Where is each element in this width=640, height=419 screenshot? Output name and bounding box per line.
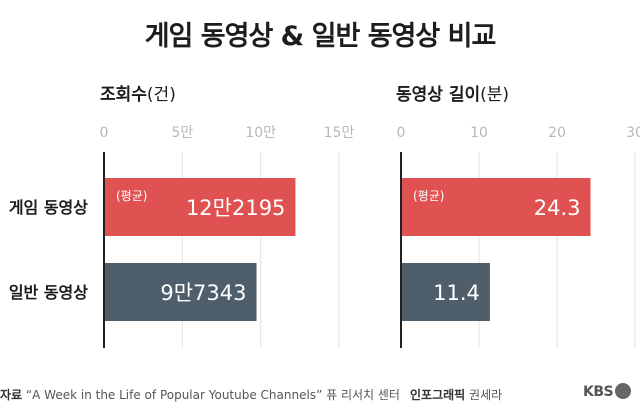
bar — [104, 178, 296, 236]
logo-text: KBS — [583, 384, 614, 400]
x-tick-label: 10만 — [245, 125, 276, 141]
x-tick-label: 30 — [626, 125, 640, 141]
bar-value-label: 24.3 — [534, 196, 581, 220]
bar — [401, 263, 490, 321]
x-tick-label: 15만 — [324, 125, 355, 141]
length-title-label: 동영상 길이 — [396, 85, 481, 105]
bar-annotation-label: (평균) — [413, 189, 444, 203]
source-line: 자료 “A Week in the Life of Popular Youtub… — [0, 386, 400, 403]
bar — [104, 263, 257, 321]
credit-line: 인포그래픽 권세라 — [410, 386, 502, 403]
x-tick-label: 5만 — [171, 125, 193, 141]
views-title-label: 조회수 — [100, 85, 147, 105]
chart-title: 게임 동영상 & 일반 동영상 비교 — [144, 21, 497, 52]
bar — [401, 178, 591, 236]
bar-value-label: 11.4 — [433, 281, 480, 305]
kbs-logo: KBS — [583, 383, 632, 400]
bar-annotation-label: (평균) — [116, 189, 147, 203]
credit-name: 권세라 — [469, 388, 503, 402]
credit-label: 인포그래픽 — [410, 388, 466, 402]
source-text: “A Week in the Life of Popular Youtube C… — [25, 388, 400, 402]
x-tick-label: 0 — [100, 125, 109, 141]
views-title-unit: (건) — [146, 85, 176, 105]
bar-value-label: 12만2195 — [186, 196, 286, 220]
category-label: 일반 동영상 — [9, 283, 88, 302]
x-tick-label: 10 — [470, 125, 488, 141]
views-panel-title: 조회수(건) — [100, 80, 176, 105]
length-panel-title: 동영상 길이(분) — [396, 80, 509, 105]
x-tick-label: 0 — [397, 125, 406, 141]
logo-mark-icon — [615, 383, 632, 399]
category-label: 게임 동영상 — [9, 198, 88, 217]
x-tick-label: 20 — [548, 125, 566, 141]
source-label: 자료 — [0, 388, 23, 402]
length-title-unit: (분) — [480, 85, 510, 105]
bar-value-label: 9만7343 — [160, 281, 246, 305]
